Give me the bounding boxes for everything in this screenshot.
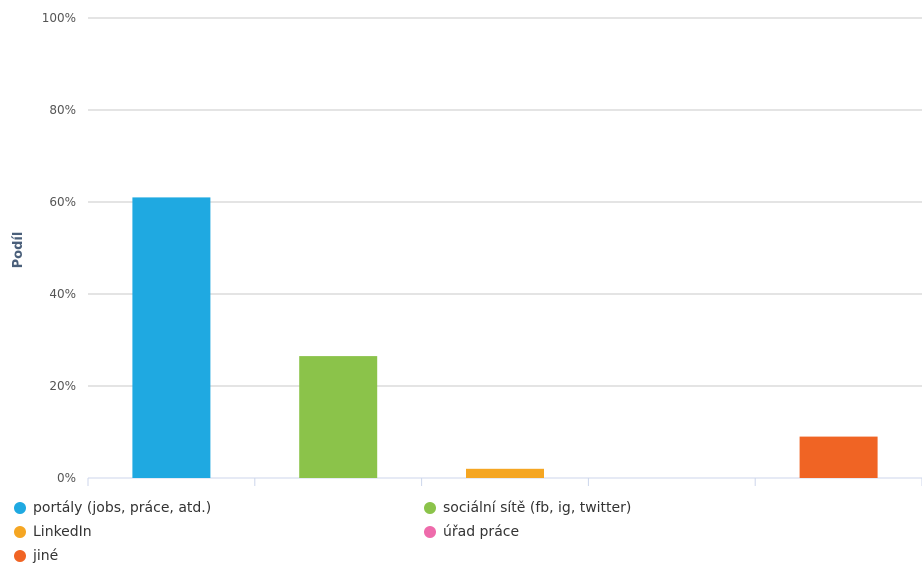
legend-label: jiné [33,548,59,564]
y-tick-label: 60% [49,195,76,209]
y-tick-label: 40% [49,287,76,301]
legend-label: sociální sítě (fb, ig, twitter) [443,500,632,516]
legend-label: LinkedIn [33,524,92,540]
y-axis-label: Podíl [11,232,26,269]
legend-swatch [14,526,26,538]
bars [132,197,878,478]
y-axis-ticks: 0% 20% 40% 60% 80% 100% [42,11,76,485]
legend-label: portály (jobs, práce, atd.) [33,500,212,516]
legend-swatch [424,502,436,514]
bar-1[interactable] [299,356,378,478]
legend-item[interactable]: úřad práce [424,524,519,540]
legend-swatch [424,526,436,538]
bar-2[interactable] [466,468,544,478]
bar-4[interactable] [799,436,878,478]
y-tick-label: 0% [57,471,76,485]
y-tick-label: 100% [42,11,76,25]
legend-item[interactable]: sociální sítě (fb, ig, twitter) [424,500,631,516]
bar-chart: 0% 20% 40% 60% 80% 100% Podíl [11,11,922,486]
grid [88,17,922,479]
legend-item[interactable]: LinkedIn [14,524,92,540]
y-tick-label: 20% [49,379,76,393]
legend-swatch [14,550,26,562]
legend-item[interactable]: jiné [14,548,58,564]
y-tick-label: 80% [49,103,76,117]
x-axis-ticks [87,478,922,486]
legend-label: úřad práce [443,524,520,540]
legend: portály (jobs, práce, atd.) sociální sítě… [14,500,914,570]
legend-item[interactable]: portály (jobs, práce, atd.) [14,500,211,516]
legend-swatch [14,502,26,514]
bar-0[interactable] [132,197,211,478]
